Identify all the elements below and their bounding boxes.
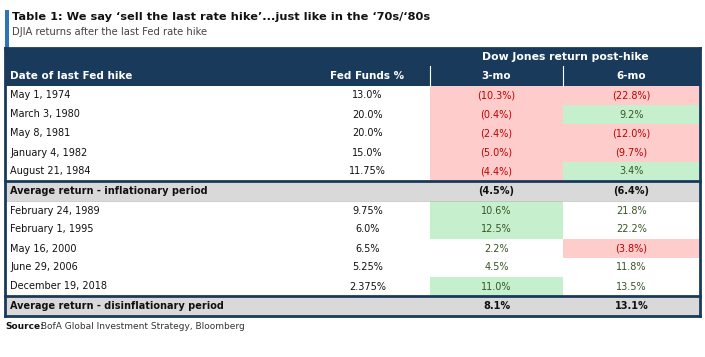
Bar bbox=[5, 143, 700, 162]
Bar bbox=[563, 86, 700, 105]
Text: BofA Global Investment Strategy, Bloomberg: BofA Global Investment Strategy, Bloombe… bbox=[38, 322, 245, 331]
Text: May 16, 2000: May 16, 2000 bbox=[10, 243, 77, 253]
Bar bbox=[5, 105, 700, 124]
Text: February 24, 1989: February 24, 1989 bbox=[10, 206, 99, 216]
Text: (10.3%): (10.3%) bbox=[477, 91, 515, 101]
Text: (6.4%): (6.4%) bbox=[613, 186, 649, 196]
Text: 11.8%: 11.8% bbox=[616, 262, 646, 272]
Text: 9.2%: 9.2% bbox=[619, 110, 644, 120]
Bar bbox=[430, 124, 563, 143]
Text: 8.1%: 8.1% bbox=[483, 301, 510, 311]
Text: 13.0%: 13.0% bbox=[352, 91, 383, 101]
Text: 10.6%: 10.6% bbox=[482, 206, 512, 216]
Text: Table 1: We say ‘sell the last rate hike’...just like in the ‘70s/‘80s: Table 1: We say ‘sell the last rate hike… bbox=[12, 12, 430, 22]
Bar bbox=[5, 10, 9, 48]
Text: (5.0%): (5.0%) bbox=[480, 147, 513, 157]
Text: 13.5%: 13.5% bbox=[616, 282, 646, 292]
Text: 2.375%: 2.375% bbox=[349, 282, 386, 292]
Bar bbox=[5, 66, 700, 86]
Bar bbox=[563, 143, 700, 162]
Bar bbox=[430, 105, 563, 124]
Text: 9.75%: 9.75% bbox=[352, 206, 383, 216]
Bar bbox=[5, 181, 700, 201]
Text: 2.2%: 2.2% bbox=[484, 243, 509, 253]
Text: 6.5%: 6.5% bbox=[355, 243, 380, 253]
Bar bbox=[5, 124, 700, 143]
Bar bbox=[430, 220, 563, 239]
Text: 12.5%: 12.5% bbox=[481, 225, 512, 235]
Text: 15.0%: 15.0% bbox=[352, 147, 383, 157]
Text: (0.4%): (0.4%) bbox=[481, 110, 513, 120]
Text: (2.4%): (2.4%) bbox=[480, 129, 513, 139]
Text: January 4, 1982: January 4, 1982 bbox=[10, 147, 87, 157]
Text: 3.4%: 3.4% bbox=[619, 166, 644, 176]
Text: 3-mo: 3-mo bbox=[482, 71, 511, 81]
Text: June 29, 2006: June 29, 2006 bbox=[10, 262, 78, 272]
Text: 5.25%: 5.25% bbox=[352, 262, 383, 272]
Text: 20.0%: 20.0% bbox=[352, 110, 383, 120]
Bar bbox=[563, 162, 700, 181]
Bar bbox=[5, 258, 700, 277]
Text: February 1, 1995: February 1, 1995 bbox=[10, 225, 94, 235]
Bar bbox=[5, 162, 700, 181]
Text: 6-mo: 6-mo bbox=[617, 71, 646, 81]
Bar bbox=[563, 124, 700, 143]
Text: 6.0%: 6.0% bbox=[355, 225, 380, 235]
Text: Average return - inflationary period: Average return - inflationary period bbox=[10, 186, 208, 196]
Bar bbox=[5, 239, 700, 258]
Text: Dow Jones return post-hike: Dow Jones return post-hike bbox=[482, 52, 649, 62]
Text: (4.4%): (4.4%) bbox=[481, 166, 513, 176]
Bar bbox=[430, 201, 563, 220]
Bar bbox=[563, 105, 700, 124]
Text: Average return - disinflationary period: Average return - disinflationary period bbox=[10, 301, 224, 311]
Bar bbox=[563, 239, 700, 258]
Bar bbox=[5, 201, 700, 220]
Text: May 1, 1974: May 1, 1974 bbox=[10, 91, 70, 101]
Bar bbox=[5, 86, 700, 105]
Bar bbox=[430, 162, 563, 181]
Text: Date of last Fed hike: Date of last Fed hike bbox=[10, 71, 133, 81]
Text: August 21, 1984: August 21, 1984 bbox=[10, 166, 90, 176]
Bar bbox=[430, 143, 563, 162]
Text: 20.0%: 20.0% bbox=[352, 129, 383, 139]
Text: DJIA returns after the last Fed rate hike: DJIA returns after the last Fed rate hik… bbox=[12, 27, 207, 37]
Text: December 19, 2018: December 19, 2018 bbox=[10, 282, 107, 292]
Text: (22.8%): (22.8%) bbox=[613, 91, 651, 101]
Bar bbox=[5, 48, 700, 66]
Bar bbox=[430, 277, 563, 296]
Text: (3.8%): (3.8%) bbox=[615, 243, 647, 253]
Text: 22.2%: 22.2% bbox=[616, 225, 647, 235]
Bar bbox=[5, 220, 700, 239]
Text: (4.5%): (4.5%) bbox=[479, 186, 515, 196]
Text: (12.0%): (12.0%) bbox=[613, 129, 651, 139]
Text: 4.5%: 4.5% bbox=[484, 262, 509, 272]
Bar bbox=[5, 277, 700, 296]
Bar bbox=[430, 86, 563, 105]
Text: Fed Funds %: Fed Funds % bbox=[331, 71, 405, 81]
Text: Source:: Source: bbox=[5, 322, 44, 331]
Text: 11.0%: 11.0% bbox=[482, 282, 512, 292]
Text: 13.1%: 13.1% bbox=[615, 301, 649, 311]
Text: 21.8%: 21.8% bbox=[616, 206, 646, 216]
Text: March 3, 1980: March 3, 1980 bbox=[10, 110, 80, 120]
Text: May 8, 1981: May 8, 1981 bbox=[10, 129, 70, 139]
Bar bbox=[5, 296, 700, 316]
Text: 11.75%: 11.75% bbox=[349, 166, 386, 176]
Text: (9.7%): (9.7%) bbox=[615, 147, 648, 157]
